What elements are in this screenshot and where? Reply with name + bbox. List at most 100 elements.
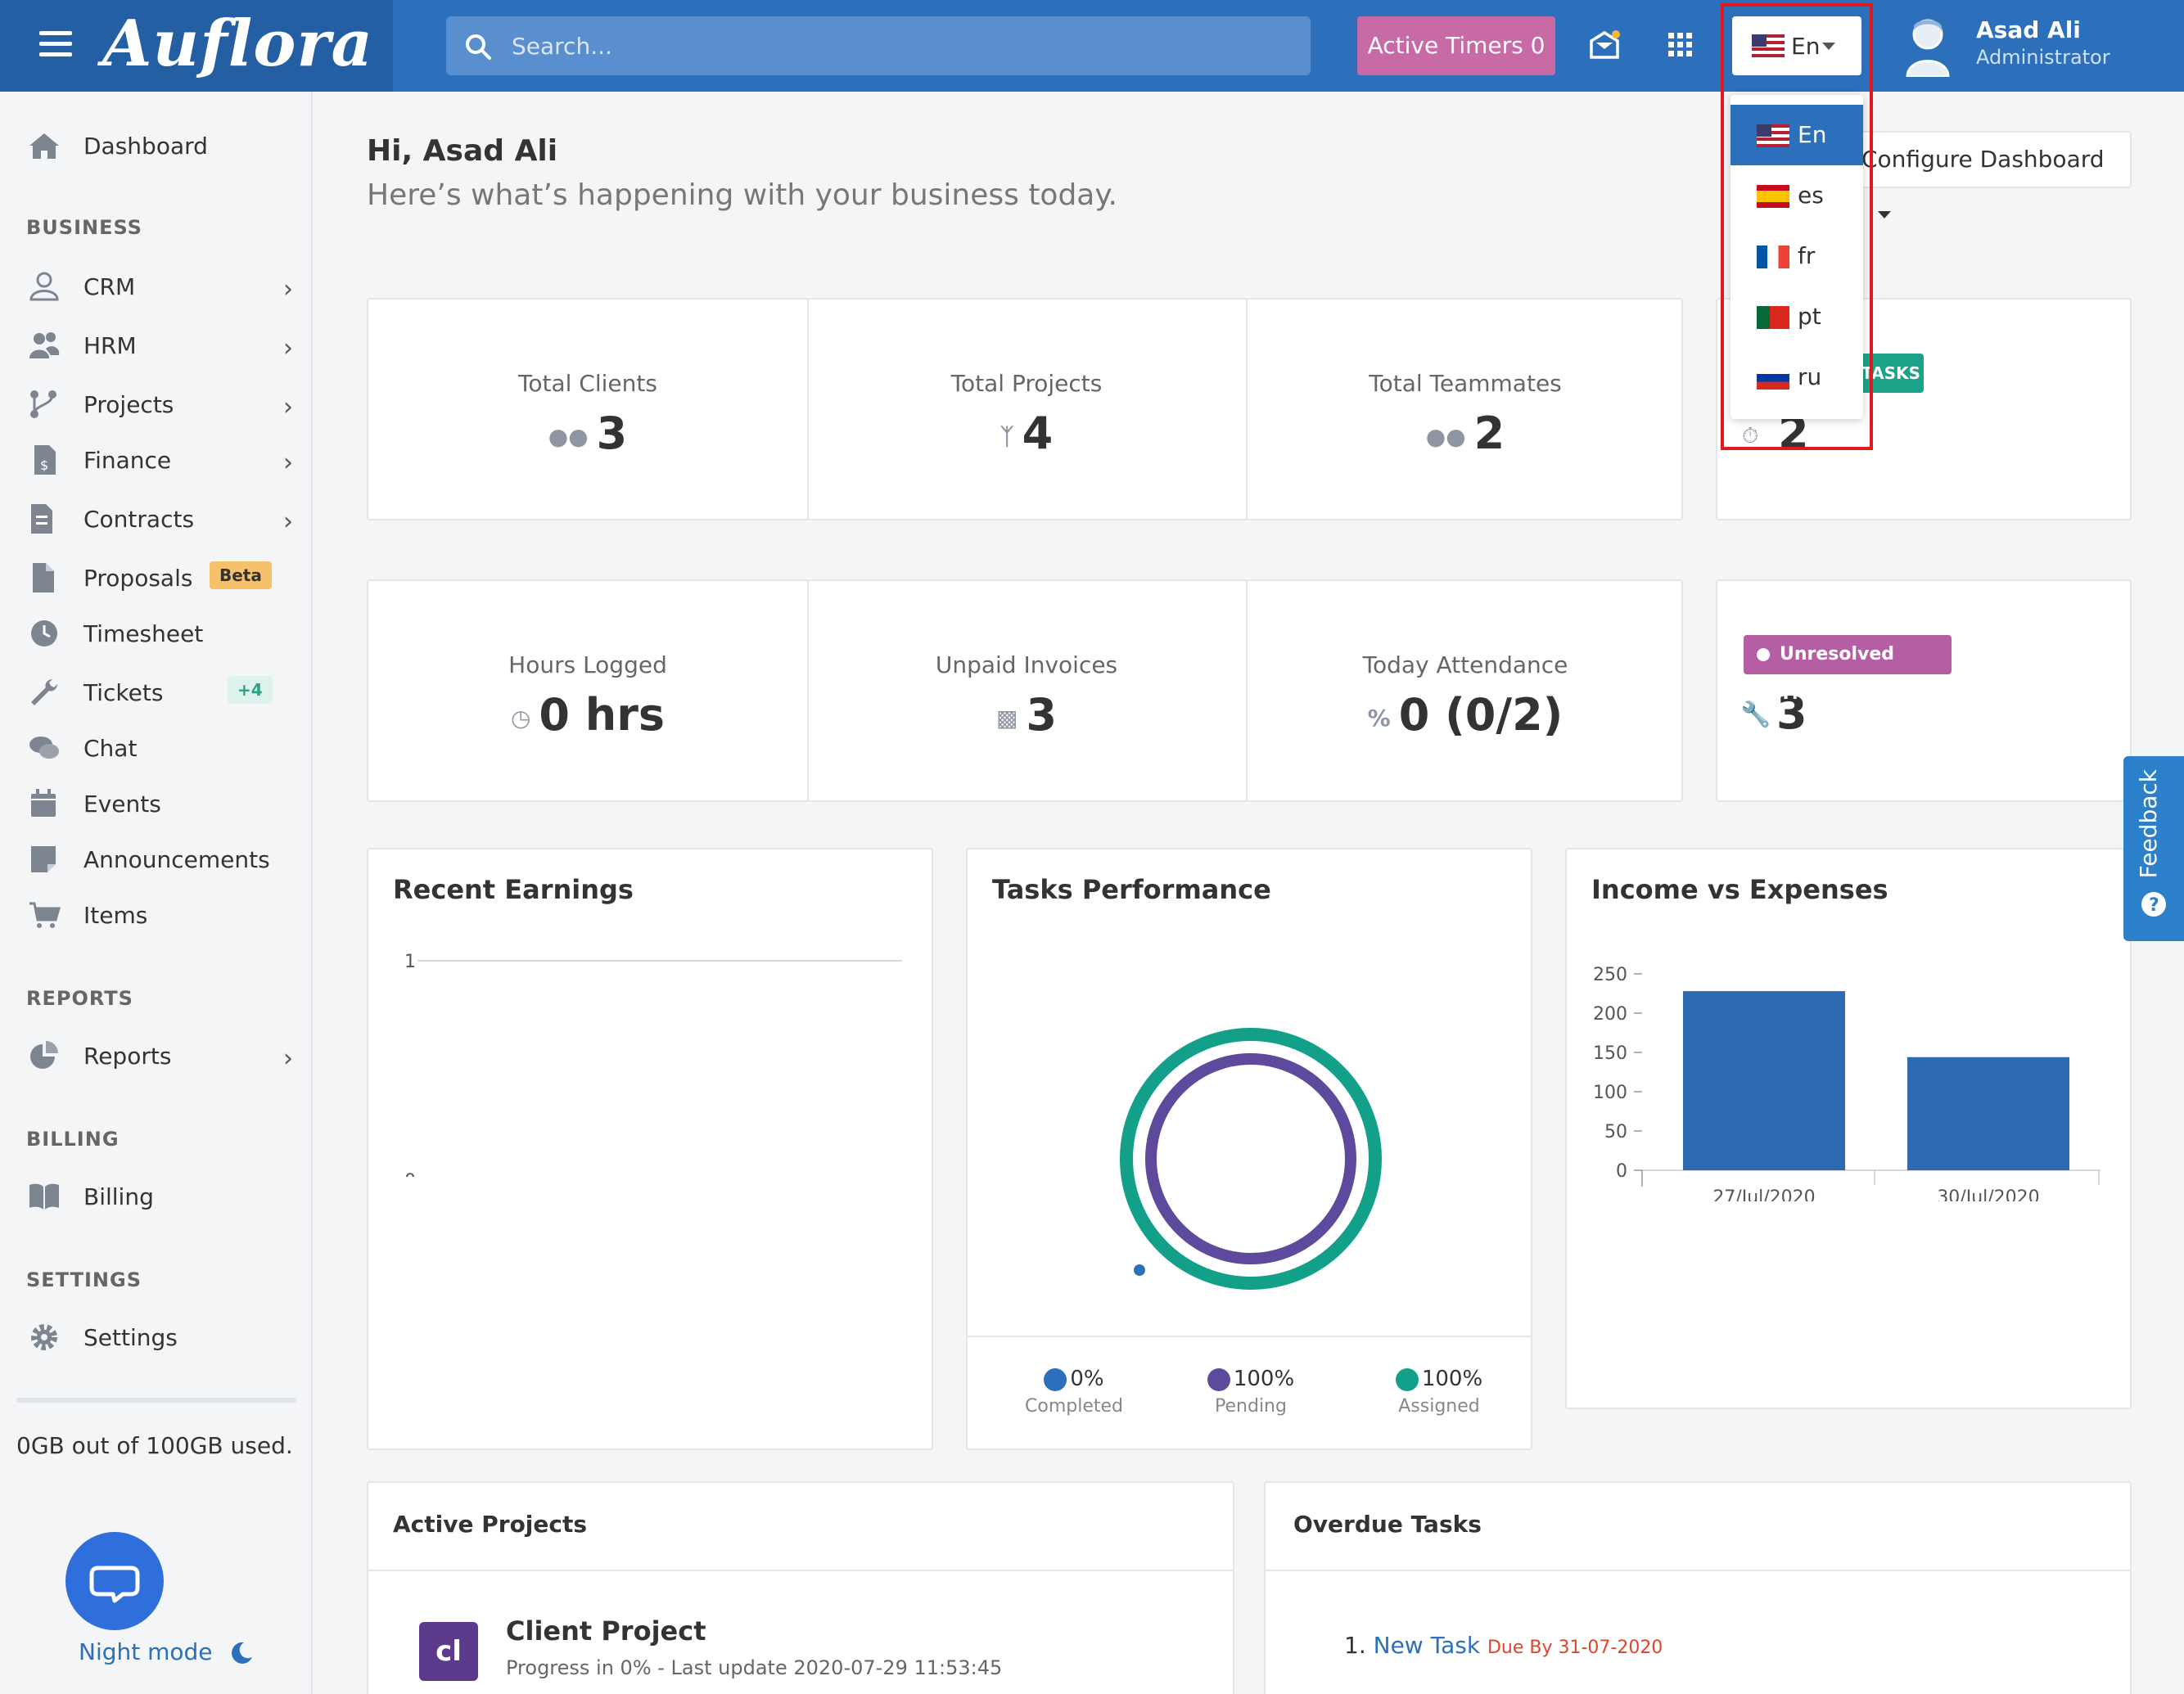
sidebar-item-contracts[interactable]: Contracts ›: [28, 499, 298, 540]
y-tick-label: 100: [1593, 1083, 1627, 1103]
sidebar-item-announcements[interactable]: Announcements: [28, 840, 298, 881]
cart-icon: [29, 902, 61, 928]
sidebar-item-crm[interactable]: CRM ›: [28, 267, 298, 308]
sidebar-label-events: Events: [83, 791, 161, 818]
sidebar-item-settings[interactable]: Settings: [28, 1318, 298, 1358]
y-tick-label: 0: [1616, 1161, 1627, 1182]
language-option-label: En: [1798, 121, 1827, 148]
sidebar-item-dashboard[interactable]: Dashboard: [28, 126, 298, 167]
sidebar: [0, 92, 313, 1694]
chevron-right-icon: ›: [283, 448, 293, 477]
sidebar-item-items[interactable]: Items: [28, 895, 298, 936]
sidebar-item-timesheet[interactable]: Timesheet: [28, 614, 298, 655]
user-avatar[interactable]: [1901, 15, 1955, 77]
app-logo[interactable]: Auflora: [102, 7, 374, 81]
stat-value: 0 hrs: [539, 689, 666, 741]
svg-text:?: ?: [2149, 895, 2159, 916]
sidebar-item-tickets[interactable]: Tickets +4: [28, 673, 298, 714]
language-option-label: es: [1798, 182, 1824, 209]
stat-unpaid-invoices[interactable]: Unpaid Invoices ▩ 3: [807, 581, 1246, 802]
pie-chart-icon: [30, 1041, 58, 1069]
recent-earnings-card: Recent Earnings 10: [367, 848, 933, 1450]
legend-completed: 0% Completed: [1000, 1367, 1148, 1417]
sidebar-label-chat: Chat: [83, 735, 138, 762]
unresolved-tickets-card[interactable]: 🔧 3: [1716, 579, 2132, 802]
greeting-subtitle: Here’s what’s happening with your busine…: [367, 178, 1117, 212]
stat-hours-logged[interactable]: Hours Logged ◷ 0 hrs: [368, 581, 807, 802]
sidebar-item-projects[interactable]: Projects ›: [28, 385, 298, 426]
sidebar-label-contracts: Contracts: [83, 506, 195, 533]
stat-today-attendance[interactable]: Today Attendance % 0 (0/2): [1246, 581, 1685, 802]
project-logo[interactable]: cl: [419, 1622, 478, 1681]
sidebar-label-projects: Projects: [83, 391, 174, 418]
night-mode-toggle[interactable]: Night mode: [79, 1638, 254, 1665]
x-tick-label: 27/Jul/2020: [1712, 1187, 1815, 1201]
sidebar-label-proposals: Proposals: [83, 565, 193, 592]
language-selector[interactable]: En: [1732, 16, 1861, 75]
language-option-es[interactable]: es: [1731, 165, 1863, 226]
sidebar-label-dashboard: Dashboard: [83, 133, 208, 160]
feedback-tab[interactable]: Feedback ?: [2123, 756, 2184, 941]
stat-value: 0 (0/2): [1398, 689, 1564, 741]
legend-value: 100%: [1421, 1367, 1483, 1391]
sidebar-item-billing[interactable]: Billing: [28, 1177, 298, 1218]
bar-1: [1907, 1056, 2069, 1170]
file-icon: [33, 563, 54, 592]
bar-0: [1683, 991, 1845, 1170]
chevron-right-icon: ›: [283, 1044, 293, 1073]
language-option-fr[interactable]: fr: [1731, 226, 1863, 286]
section-business: BUSINESS: [26, 216, 142, 239]
sidebar-item-events[interactable]: Events: [28, 784, 298, 825]
file-icon: ▩: [995, 704, 1018, 732]
pt-flag-icon: [1757, 306, 1789, 329]
unresolved-tickets-tag: Unresolved Tickets: [1744, 635, 1952, 704]
search-placeholder: Search...: [512, 33, 612, 60]
book-icon: [29, 1183, 59, 1210]
language-option-en[interactable]: En: [1731, 105, 1863, 165]
stat-title: Hours Logged: [508, 651, 667, 678]
stat-title: Today Attendance: [1362, 651, 1568, 678]
top-bar: Auflora Search... Active Timers 0 En Asa…: [0, 0, 2184, 92]
stat-value: 2: [1473, 408, 1505, 459]
divider: [807, 581, 809, 802]
apps-grid-icon[interactable]: [1667, 31, 1694, 59]
user-name[interactable]: Asad Ali: [1976, 16, 2081, 43]
sidebar-label-reports: Reports: [83, 1043, 172, 1070]
branch-icon: ᛉ: [999, 422, 1014, 450]
task-due-date: Due By 31-07-2020: [1487, 1638, 1663, 1658]
sidebar-item-hrm[interactable]: HRM ›: [28, 326, 298, 367]
sidebar-item-finance[interactable]: $ Finance ›: [28, 440, 298, 481]
sidebar-label-tickets: Tickets: [83, 679, 164, 706]
language-option-ru[interactable]: ru: [1731, 347, 1863, 408]
stat-title: Total Teammates: [1369, 370, 1562, 397]
language-option-pt[interactable]: pt: [1731, 286, 1863, 347]
section-billing: BILLING: [26, 1128, 120, 1151]
income-expenses-title: Income vs Expenses: [1591, 874, 1888, 905]
storage-usage-text: 0GB out of 100GB used.: [16, 1432, 293, 1459]
sidebar-item-chat[interactable]: Chat: [28, 728, 298, 769]
y-tick-label: 200: [1593, 1004, 1627, 1025]
live-chat-button[interactable]: [65, 1532, 164, 1630]
search-input[interactable]: Search...: [446, 16, 1311, 75]
stat-value: 3: [596, 408, 628, 459]
project-name[interactable]: Client Project: [506, 1615, 706, 1647]
active-projects-card: Active Projects Client Project Progress …: [367, 1481, 1234, 1694]
active-timers-button[interactable]: Active Timers 0: [1357, 16, 1555, 75]
recent-earnings-title: Recent Earnings: [393, 874, 634, 905]
ring-assigned: [1120, 1028, 1382, 1290]
legend-dot: [1044, 1367, 1067, 1391]
stat-total-clients[interactable]: Total Clients ●● 3: [368, 300, 807, 520]
y-tick-label: 1: [404, 952, 416, 972]
chat-icon: [29, 737, 59, 759]
sidebar-item-reports[interactable]: Reports ›: [28, 1036, 298, 1077]
moon-icon: [232, 1642, 253, 1664]
inbox-notification-icon[interactable]: [1588, 29, 1621, 62]
fr-flag-icon: [1757, 246, 1789, 268]
timer-icon: ⏱: [1742, 424, 1759, 448]
sidebar-item-proposals[interactable]: Proposals Beta: [28, 558, 298, 599]
sidebar-label-finance: Finance: [83, 447, 172, 474]
task-link[interactable]: New Task: [1373, 1632, 1481, 1659]
menu-toggle-icon[interactable]: [39, 31, 72, 57]
stat-total-teammates[interactable]: Total Teammates ●● 2: [1246, 300, 1685, 520]
